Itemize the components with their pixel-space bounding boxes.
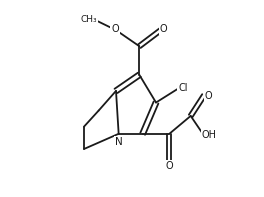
Text: O: O [166,161,173,171]
Text: Cl: Cl [178,83,188,93]
Text: O: O [160,24,167,34]
Text: N: N [115,137,122,147]
Text: O: O [205,91,212,101]
Text: OH: OH [202,130,217,140]
Text: O: O [111,24,119,34]
Text: CH₃: CH₃ [80,15,97,24]
